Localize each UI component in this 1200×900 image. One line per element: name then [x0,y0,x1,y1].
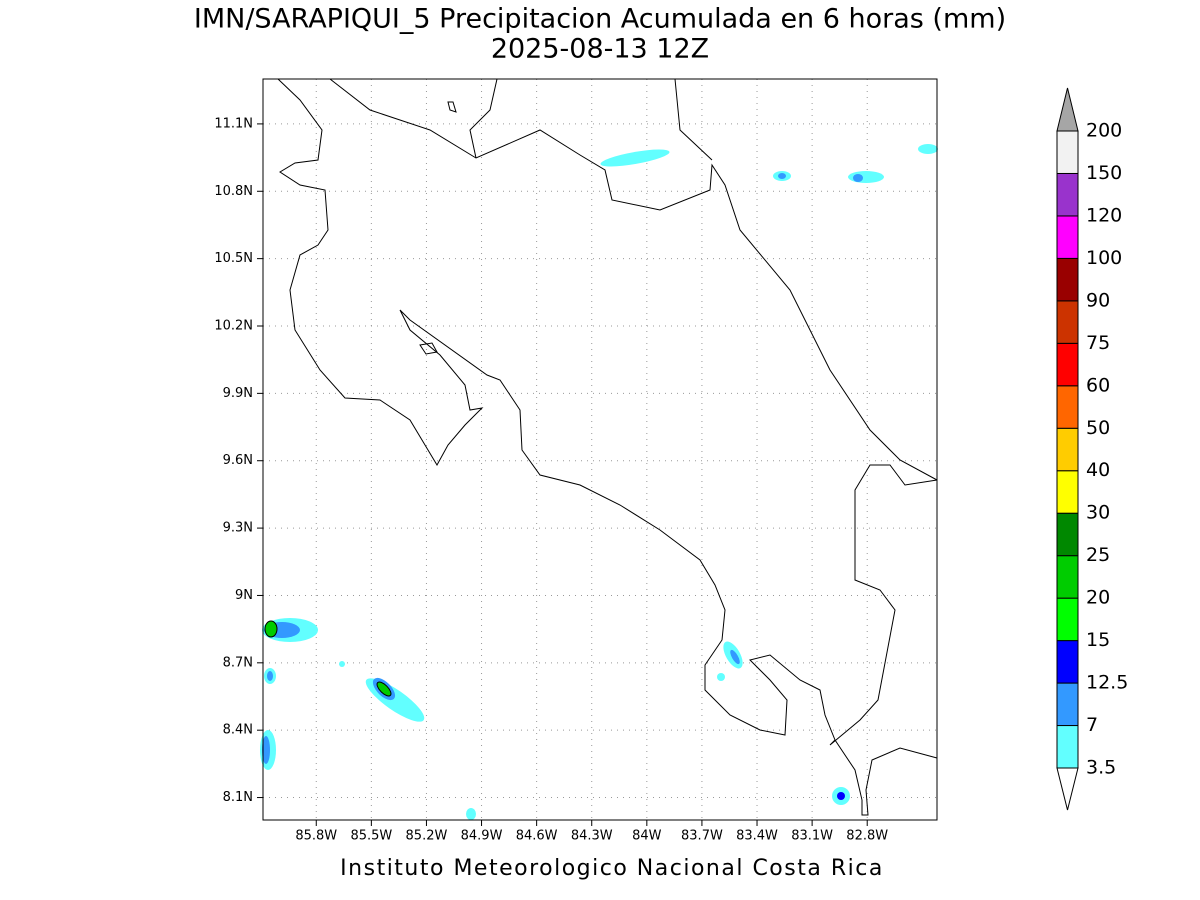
precip-area [264,620,278,638]
precip-area [339,661,345,667]
y-tick-label: 9.9N [223,386,253,401]
colorbar-box [1056,512,1079,557]
colorbar-box [1056,342,1079,387]
precip-area [262,736,270,764]
precip-area [778,173,786,179]
colorbar-label: 20 [1086,587,1110,609]
colorbar-box [1056,300,1079,344]
precip-area [365,678,425,722]
colorbar: 3.5 7 12.5 15 20 25 30 40 50 60 75 90 100 120 150 200 [1056,87,1128,811]
x-tick-label: 83.1W [791,829,833,844]
colorbar-label: 50 [1086,417,1110,439]
colorbar-label: 100 [1086,247,1122,269]
colorbar-label: 40 [1086,459,1110,481]
precip-area [837,792,845,800]
colorbar-label: 15 [1086,629,1110,651]
x-tick-label: 84.3W [571,829,613,844]
colorbar-box [1056,130,1079,174]
x-tick-label: 84.9W [461,829,503,844]
colorbar-label: 7 [1086,714,1098,736]
title: IMN/SARAPIQUI_5 Precipitacion Acumulada … [194,4,1006,35]
colorbar-box [1056,172,1079,217]
subtitle: 2025-08-13 12Z [491,34,709,65]
x-tick-label: 82.8W [846,829,888,844]
precip-area [267,671,273,681]
colorbar-over [1056,87,1079,132]
y-tick-label: 9.6N [223,453,253,468]
colorbar-box [1056,385,1079,429]
colorbar-box [1056,640,1079,684]
coastline [329,78,938,481]
grid [263,79,937,820]
precip-area [918,144,938,154]
y-tick-label: 10.5N [214,251,253,266]
x-tick-label: 85.8W [295,829,337,844]
colorbar-label: 12.5 [1086,672,1128,694]
x-tick-label: 83.4W [736,829,778,844]
colorbar-label: 120 [1086,204,1122,226]
colorbar-under [1056,767,1079,811]
y-tick-label: 10.2N [214,319,253,334]
island [447,101,457,113]
x-tick-label: 84.6W [516,829,558,844]
colorbar-box [1056,682,1079,727]
colorbar-box [1056,257,1079,302]
colorbar-box [1056,215,1079,259]
precip-area [853,174,863,182]
coastline [834,739,938,816]
colorbar-label: 25 [1086,544,1110,566]
colorbar-label: 75 [1086,332,1110,354]
footer: Instituto Meteorologico Nacional Costa R… [340,856,884,881]
colorbar-label: 60 [1086,374,1110,396]
colorbar-box [1056,427,1079,472]
coastline [277,78,938,746]
y-tick-label: 11.1N [214,116,253,131]
y-tick-label: 9.3N [223,521,253,536]
precip-area [600,149,670,167]
y-tick-label: 8.1N [223,790,253,805]
coastlines [277,78,938,816]
colorbar-label: 200 [1086,120,1122,142]
x-tick-label: 84W [632,829,662,844]
island [419,342,438,355]
colorbar-label: 3.5 [1086,757,1116,779]
colorbar-box [1056,725,1079,769]
border [469,78,498,159]
colorbar-box [1056,597,1079,642]
precip-area [376,681,392,697]
precip-area [717,673,725,681]
precip-area [466,808,476,820]
x-tick-label: 85.5W [350,829,392,844]
coastline [674,78,713,161]
colorbar-label: 150 [1086,162,1122,184]
colorbar-label: 30 [1086,502,1110,524]
colorbar-label: 90 [1086,289,1110,311]
x-tick-label: 85.2W [406,829,448,844]
precip-area [730,649,740,665]
colorbar-box [1056,555,1079,599]
y-tick-label: 9N [235,588,253,603]
y-tick-label: 8.4N [223,723,253,738]
y-tick-label: 8.7N [223,655,253,670]
x-tick-label: 83.7W [681,829,723,844]
precipitation [260,144,938,820]
map-frame [262,78,938,821]
y-tick-label: 10.8N [214,184,253,199]
colorbar-box [1056,470,1079,514]
